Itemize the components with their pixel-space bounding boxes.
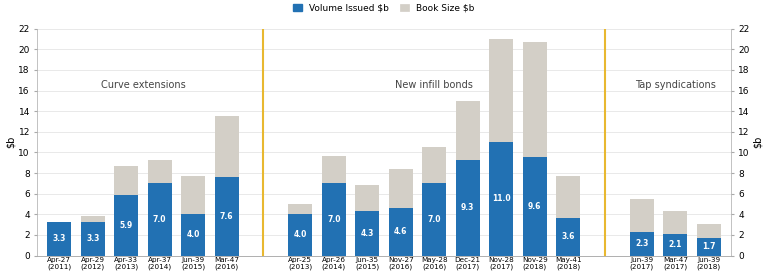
Y-axis label: $b: $b (753, 136, 763, 148)
Bar (522, 42, 547, 256)
Bar (147, 183, 172, 256)
Text: New infill bonds: New infill bonds (396, 80, 473, 91)
Text: 4.3: 4.3 (360, 229, 374, 238)
Bar (422, 183, 446, 256)
Bar (147, 160, 172, 256)
Bar (288, 214, 313, 256)
Text: 11.0: 11.0 (492, 194, 511, 203)
Text: 7.0: 7.0 (327, 215, 340, 224)
Text: 3.6: 3.6 (561, 232, 574, 242)
Bar (288, 204, 313, 256)
Bar (356, 185, 379, 256)
Text: 4.0: 4.0 (187, 230, 200, 239)
Bar (422, 147, 446, 256)
Bar (697, 224, 721, 256)
Bar (630, 199, 654, 256)
Y-axis label: $b: $b (5, 136, 15, 148)
Text: 4.0: 4.0 (293, 230, 307, 239)
Bar (322, 183, 346, 256)
Bar (697, 238, 721, 256)
Bar (214, 116, 239, 256)
Bar (356, 211, 379, 256)
Bar (522, 156, 547, 256)
Bar (556, 218, 580, 256)
Text: 2.1: 2.1 (669, 240, 682, 249)
Bar (81, 222, 104, 256)
Bar (455, 160, 480, 256)
Text: 3.3: 3.3 (86, 234, 99, 243)
Bar (389, 208, 412, 256)
Text: Curve extensions: Curve extensions (101, 80, 185, 91)
Legend: Volume Issued $b, Book Size $b: Volume Issued $b, Book Size $b (293, 4, 475, 13)
Bar (181, 214, 205, 256)
Bar (630, 232, 654, 256)
Text: 9.3: 9.3 (461, 203, 475, 212)
Text: 2.3: 2.3 (635, 239, 648, 248)
Text: Tap syndications: Tap syndications (635, 80, 716, 91)
Bar (114, 195, 138, 256)
Text: 7.0: 7.0 (153, 215, 167, 224)
Text: 3.3: 3.3 (52, 234, 66, 243)
Bar (47, 222, 71, 256)
Text: 7.6: 7.6 (220, 212, 233, 221)
Bar (664, 211, 687, 256)
Bar (664, 234, 687, 256)
Bar (322, 155, 346, 256)
Bar (489, 142, 513, 256)
Text: 5.9: 5.9 (120, 221, 133, 230)
Bar (114, 166, 138, 256)
Bar (455, 101, 480, 256)
Bar (214, 177, 239, 256)
Bar (389, 169, 412, 256)
Text: 1.7: 1.7 (702, 242, 716, 251)
Bar (556, 176, 580, 256)
Text: 7.0: 7.0 (428, 215, 441, 224)
Bar (47, 222, 71, 256)
Bar (181, 176, 205, 256)
Bar (489, 39, 513, 256)
Text: 9.6: 9.6 (528, 201, 541, 211)
Text: 4.6: 4.6 (394, 227, 408, 236)
Bar (81, 216, 104, 256)
